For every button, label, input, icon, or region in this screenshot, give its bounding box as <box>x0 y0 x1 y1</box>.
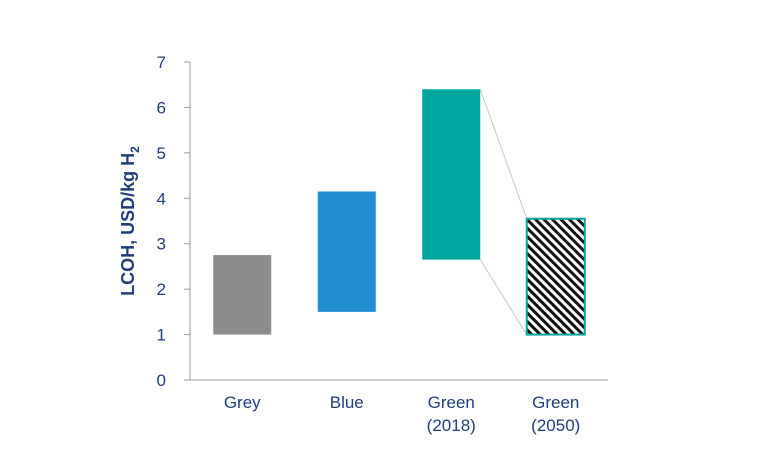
y-tick-label: 3 <box>157 235 166 254</box>
y-axis-label-text: LCOH, USD/kg H <box>118 153 138 296</box>
y-axis-label-subscript: 2 <box>128 146 142 153</box>
x-category-label: Grey <box>224 393 261 412</box>
x-category-label: Blue <box>330 393 364 412</box>
x-category-label: Green <box>428 393 475 412</box>
y-tick-label: 7 <box>157 53 166 72</box>
y-tick-label: 1 <box>157 326 166 345</box>
connector-line-bottom <box>479 259 528 335</box>
bar-range <box>525 217 586 336</box>
connectors <box>479 89 528 335</box>
connector-line-top <box>479 89 528 219</box>
x-category-label-line2: (2018) <box>427 416 476 435</box>
x-category-label: Green <box>532 393 579 412</box>
x-axis-labels: Grey Blue Green (2018) Green (2050) <box>224 393 580 435</box>
bar-range <box>317 191 376 312</box>
bar-range <box>422 89 481 260</box>
y-tick-label: 5 <box>157 144 166 163</box>
y-axis-label: LCOH, USD/kg H2 <box>118 146 142 296</box>
x-category-label-line2: (2050) <box>531 416 580 435</box>
y-tick-label: 4 <box>157 189 166 208</box>
y-tick-label: 6 <box>157 98 166 117</box>
y-tick-label: 2 <box>157 280 166 299</box>
y-axis: 0 1 2 3 4 5 6 7 <box>157 53 608 390</box>
y-tick-label: 0 <box>157 371 166 390</box>
bars <box>213 89 586 336</box>
bar-range <box>213 255 272 335</box>
